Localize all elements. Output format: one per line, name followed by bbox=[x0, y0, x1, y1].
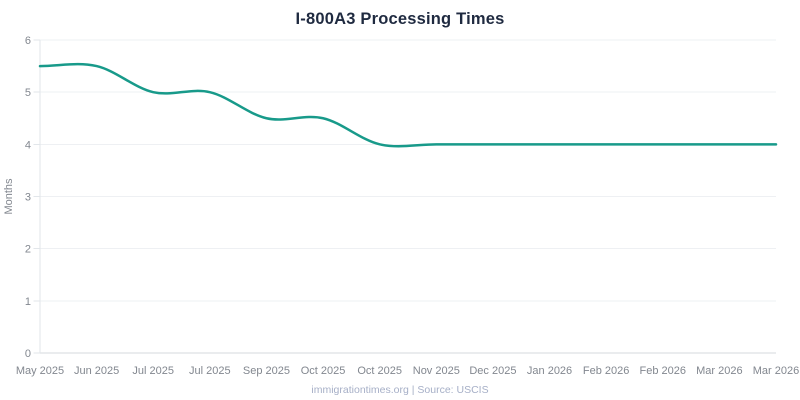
x-tick-label: Jul 2025 bbox=[189, 365, 231, 377]
y-tick-label: 3 bbox=[25, 192, 31, 204]
x-tick-label: Jun 2025 bbox=[74, 365, 119, 377]
source-attribution: immigrationtimes.org | Source: USCIS bbox=[311, 384, 489, 396]
x-tick-label: Sep 2025 bbox=[243, 365, 290, 377]
x-tick-label: Feb 2026 bbox=[640, 365, 686, 377]
y-tick-label: 5 bbox=[25, 87, 31, 99]
x-tick-label: Feb 2026 bbox=[583, 365, 629, 377]
y-tick-label: 2 bbox=[25, 244, 31, 256]
x-tick-label: Dec 2025 bbox=[469, 365, 516, 377]
x-tick-label: Oct 2025 bbox=[301, 365, 346, 377]
x-tick-label: Mar 2026 bbox=[753, 365, 799, 377]
x-tick-label: Jan 2026 bbox=[527, 365, 572, 377]
x-tick-label: Oct 2025 bbox=[357, 365, 402, 377]
chart-title: I-800A3 Processing Times bbox=[295, 10, 505, 28]
x-tick-label: Mar 2026 bbox=[696, 365, 742, 377]
x-tick-label: Jul 2025 bbox=[132, 365, 174, 377]
y-tick-label: 4 bbox=[25, 139, 31, 151]
y-axis-title: Months bbox=[3, 178, 15, 215]
y-tick-label: 1 bbox=[25, 296, 31, 308]
y-tick-label: 0 bbox=[25, 348, 31, 360]
y-tick-label: 6 bbox=[25, 35, 31, 47]
x-tick-label: May 2025 bbox=[16, 365, 64, 377]
x-tick-label: Nov 2025 bbox=[413, 365, 460, 377]
series-line bbox=[38, 62, 778, 148]
